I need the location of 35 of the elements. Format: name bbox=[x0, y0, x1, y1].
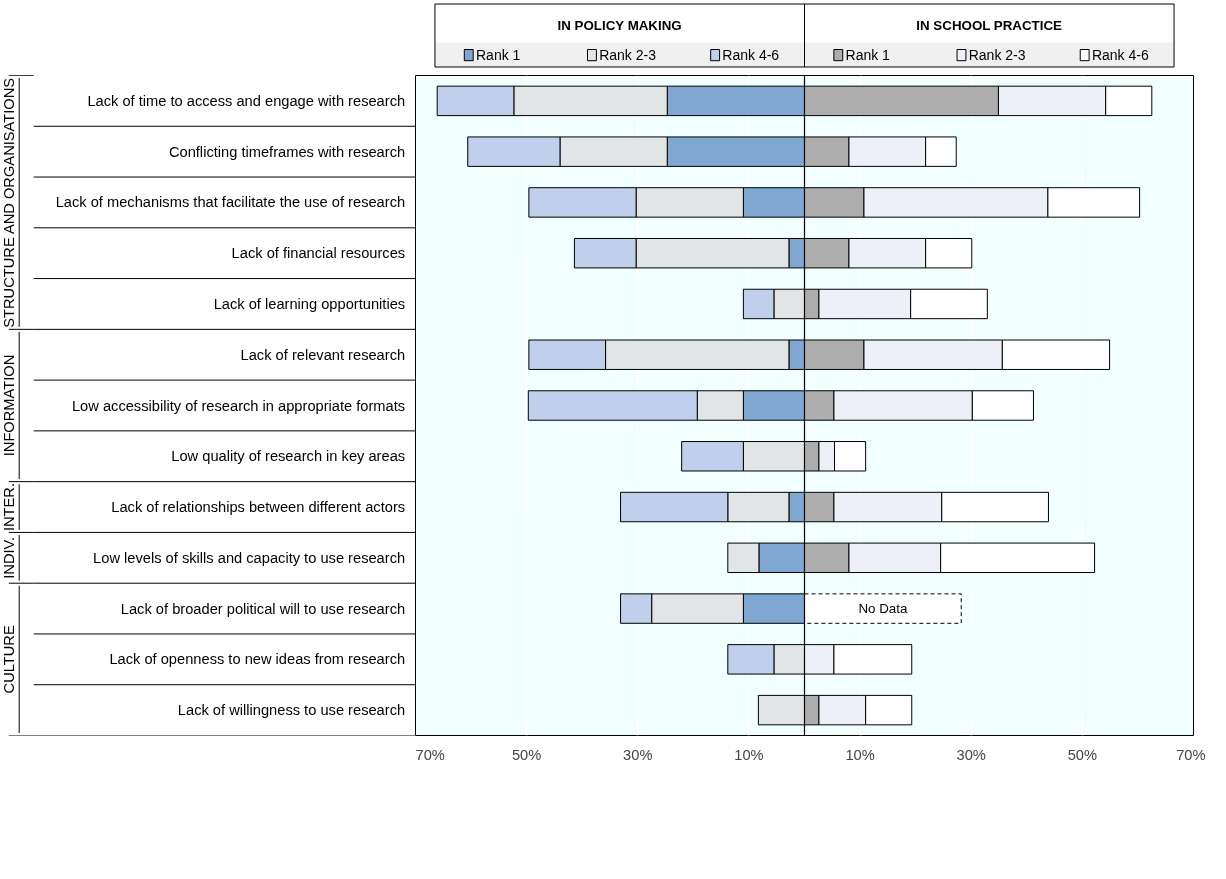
x-tick-label: 30% bbox=[623, 746, 653, 763]
x-tick-label: 30% bbox=[956, 746, 986, 763]
legend-label: Rank 1 bbox=[475, 47, 521, 64]
text: CULTURE bbox=[1, 625, 18, 694]
x-tick-label: 70% bbox=[415, 746, 445, 763]
y-tick-label: Lack of time to access and engage with research bbox=[87, 92, 406, 109]
text: INFORMATION bbox=[1, 354, 18, 457]
y-tick-label: Lack of mechanisms that facilitate the use of research bbox=[55, 194, 406, 211]
series-label: No Data bbox=[858, 601, 908, 617]
text: INTER. bbox=[1, 483, 18, 532]
legend-label: Rank 4-6 bbox=[1091, 47, 1149, 64]
y-tick-label: Lack of financial resources bbox=[231, 245, 406, 262]
legend-label: Rank 1 bbox=[845, 47, 891, 64]
y-tick-label: Lack of relationships between different actors bbox=[111, 499, 406, 516]
legend-label: Rank 2-3 bbox=[599, 47, 657, 64]
y-tick-label: Low levels of skills and capacity to use research bbox=[93, 549, 406, 566]
y-tick-label: Low accessibility of research in appropriate formats bbox=[71, 397, 406, 414]
y-tick-label: Low quality of research in key areas bbox=[171, 448, 406, 465]
legend-label: Rank 4-6 bbox=[722, 47, 780, 64]
text: IN SCHOOL PRACTICE bbox=[916, 17, 1063, 33]
x-tick-label: 50% bbox=[511, 746, 542, 763]
x-tick-label: 70% bbox=[1176, 746, 1206, 763]
y-tick-label: Lack of openness to new ideas from research bbox=[109, 651, 406, 668]
x-tick-label: 50% bbox=[1067, 746, 1098, 763]
legend-label: Rank 2-3 bbox=[968, 47, 1026, 64]
text: STRUCTURE AND ORGANISATIONS bbox=[1, 77, 18, 328]
x-tick-label: 10% bbox=[734, 746, 764, 763]
y-tick-label: Lack of relevant research bbox=[240, 346, 406, 363]
y-tick-label: Lack of learning opportunities bbox=[213, 295, 406, 312]
y-tick-label: Conflicting timeframes with research bbox=[168, 143, 406, 160]
text: INDIV. bbox=[1, 536, 18, 579]
y-tick-label: Lack of willingness to use research bbox=[177, 702, 406, 719]
y-tick-label: Lack of broader political will to use research bbox=[120, 600, 406, 617]
text: IN POLICY MAKING bbox=[557, 17, 682, 33]
x-tick-label: 10% bbox=[845, 746, 875, 763]
